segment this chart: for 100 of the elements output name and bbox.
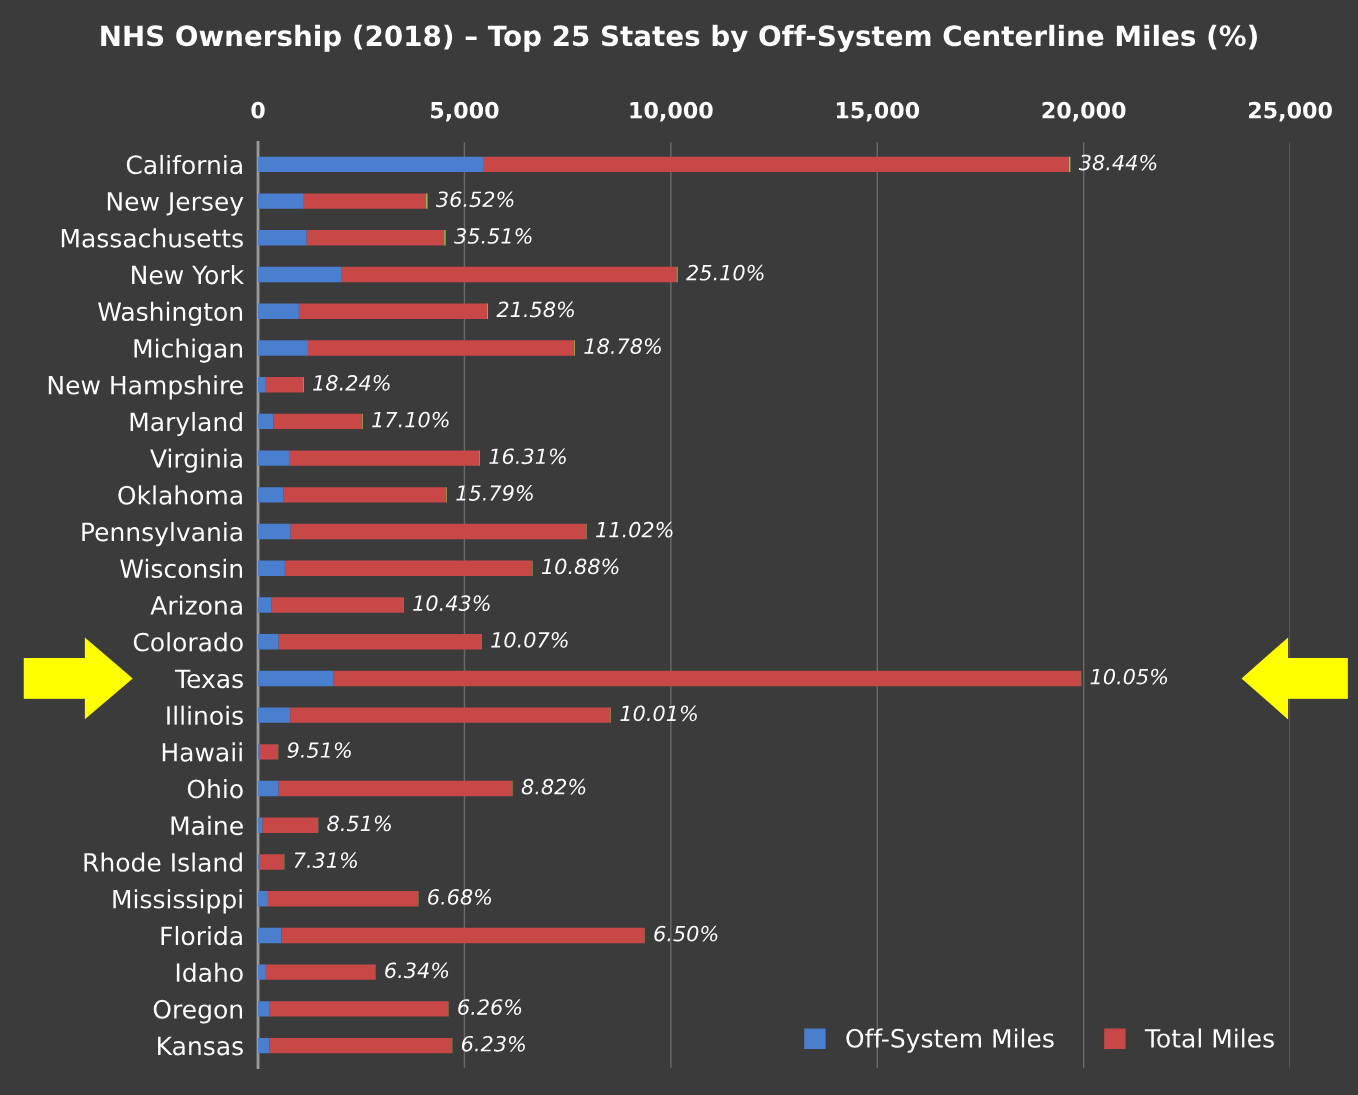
bar: [290, 707, 611, 723]
bar: [258, 560, 285, 576]
bar: [258, 230, 307, 246]
bar: [341, 266, 677, 283]
bar: [258, 193, 304, 209]
bar: [284, 560, 533, 576]
data-label: 21.58%: [496, 301, 574, 318]
bar: [258, 156, 484, 173]
bar: [258, 707, 291, 723]
y-tick-label: Illinois: [167, 705, 243, 725]
bar: [271, 597, 404, 613]
y-tick-label: Hawaii: [162, 742, 242, 762]
data-label: 6.23%: [461, 1035, 525, 1052]
data-label: 6.68%: [428, 889, 492, 905]
bar: [269, 1001, 449, 1017]
data-label: 8.51%: [327, 815, 391, 832]
chart-title: NHS Ownership (2018) – Top 25 States by Off-System Centerline Miles (%): [101, 24, 1257, 52]
bar: [258, 340, 308, 356]
bar: [258, 1001, 270, 1017]
y-tick-label: Wisconsin: [120, 558, 243, 579]
y-tick-label: Mississippi: [113, 889, 242, 914]
y-tick-label: Oklahoma: [118, 485, 242, 505]
data-label: 18.78%: [584, 338, 661, 355]
data-label: 8.82%: [521, 778, 586, 795]
legend-label: Off-System Miles: [846, 1028, 1054, 1053]
x-tick-label: 0: [251, 101, 265, 119]
y-tick-label: Maryland: [130, 411, 242, 437]
bar: [303, 193, 427, 209]
y-tick-label: Washington: [98, 301, 243, 326]
bar: [258, 487, 284, 503]
y-tick-label: Michigan: [134, 338, 243, 363]
x-tick-label: 20,000: [1042, 101, 1126, 122]
bar: [258, 780, 279, 797]
data-label: 17.10%: [372, 411, 449, 428]
bar: [265, 376, 304, 393]
data-label: 11.02%: [596, 521, 673, 538]
y-tick-label: Ohio: [187, 779, 243, 799]
bar: [258, 927, 282, 944]
bar: [283, 487, 447, 503]
bar: [258, 523, 291, 540]
data-label: 36.52%: [435, 191, 514, 208]
data-label: 9.51%: [287, 742, 351, 758]
bar: [269, 1037, 453, 1054]
data-label: 38.44%: [1078, 154, 1157, 171]
data-label: 25.10%: [686, 264, 764, 281]
bar: [281, 927, 645, 944]
data-label: 10.43%: [413, 595, 490, 612]
bar: [259, 744, 278, 760]
data-label: 6.50%: [654, 925, 718, 942]
bar: [306, 230, 445, 246]
legend-label: Total Miles: [1144, 1028, 1274, 1048]
data-label: 6.26%: [458, 999, 522, 1015]
y-tick-label: Oregon: [153, 999, 242, 1024]
y-tick-label: Rhode Island: [84, 852, 242, 872]
y-tick-label: Maine: [171, 815, 243, 836]
x-tick-label: 25,000: [1248, 101, 1332, 122]
bar: [258, 633, 279, 650]
data-label: 18.24%: [313, 374, 390, 391]
bar: [307, 340, 575, 356]
bar: [258, 670, 334, 687]
bar: [258, 266, 342, 283]
y-tick-label: Idaho: [176, 962, 243, 983]
bar: [278, 633, 482, 650]
y-tick-label: Virginia: [150, 448, 242, 473]
data-label: 10.07%: [491, 631, 568, 648]
data-label: 15.79%: [456, 485, 533, 501]
y-tick-label: Arizona: [150, 595, 242, 615]
y-tick-label: New Jersey: [107, 192, 244, 216]
data-label: 7.31%: [294, 852, 357, 869]
x-tick-label: 10,000: [630, 101, 713, 122]
data-label: 35.51%: [454, 228, 532, 244]
bar: [298, 303, 488, 319]
bar: [278, 780, 513, 797]
y-tick-label: Texas: [174, 669, 243, 689]
bar: [273, 413, 363, 430]
bar: [259, 854, 285, 870]
data-label: 10.05%: [1090, 668, 1168, 685]
data-label: 16.31%: [489, 448, 566, 465]
y-tick-label: Pennsylvania: [82, 522, 242, 547]
bar: [258, 1037, 270, 1054]
bar: [483, 156, 1069, 173]
x-tick-label: 5,000: [431, 101, 499, 122]
bar: [262, 817, 318, 833]
bar: [258, 450, 289, 466]
x-tick-label: 15,000: [836, 101, 920, 122]
data-label: 10.88%: [541, 558, 619, 575]
bar: [290, 523, 587, 540]
y-tick-label: California: [126, 154, 242, 175]
bar: [288, 450, 480, 466]
y-tick-label: Massachusetts: [61, 228, 243, 248]
y-tick-label: New York: [132, 265, 245, 285]
bar: [258, 597, 272, 613]
bar: [258, 303, 299, 319]
y-tick-label: Florida: [161, 925, 242, 946]
bar: [333, 670, 1081, 687]
bar: [267, 891, 419, 907]
data-label: 10.01%: [620, 705, 697, 722]
bar: [265, 964, 376, 980]
y-tick-label: Kansas: [158, 1036, 243, 1056]
y-tick-label: New Hampshire: [48, 375, 243, 400]
